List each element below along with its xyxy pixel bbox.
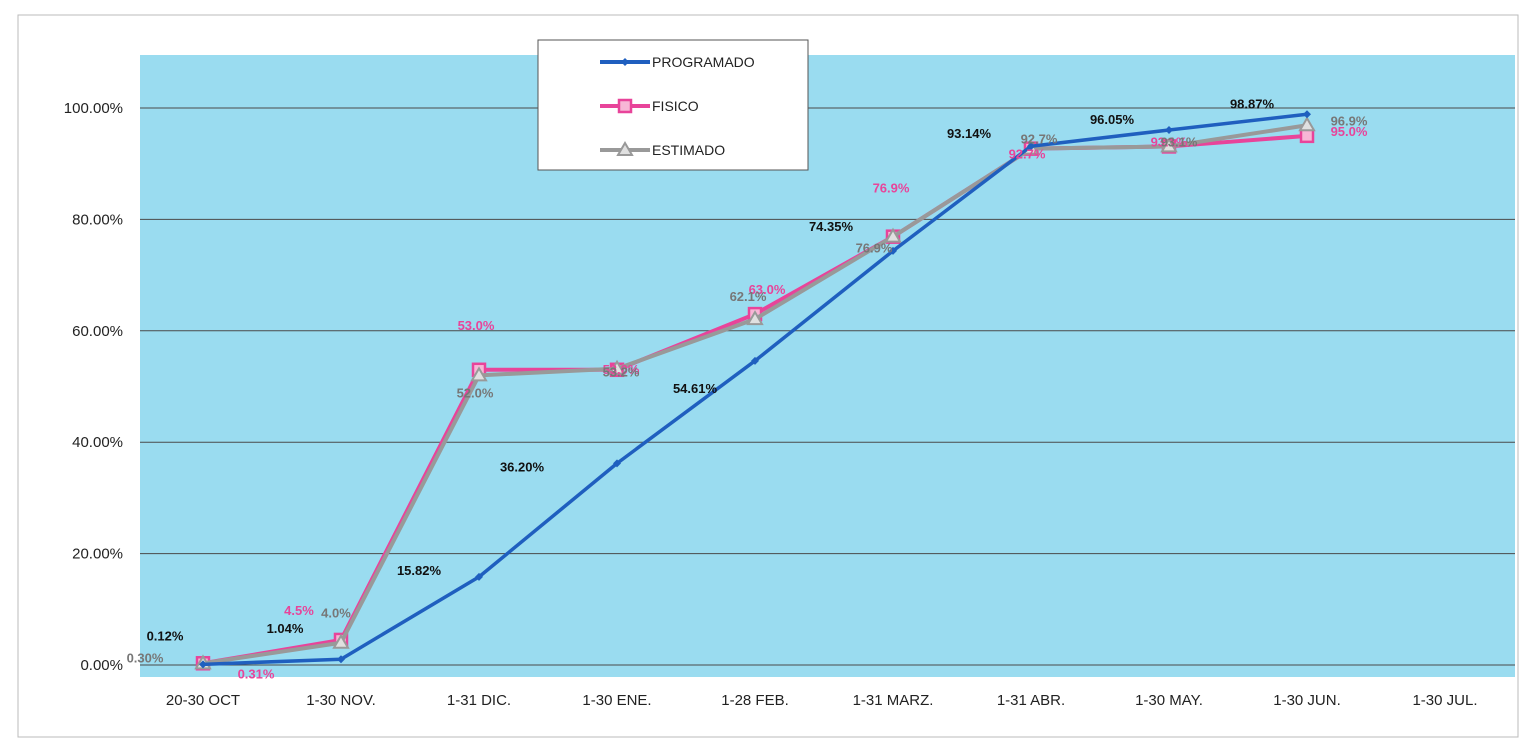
data-label-estimado: 92.7% [1021,132,1058,147]
y-tick-label: 0.00% [80,657,123,674]
x-axis: 20-30 OCT 1-30 NOV. 1-31 DIC. 1-30 ENE. 1-28… [166,692,1478,709]
x-tick-label: 1-30 JUL. [1412,692,1477,709]
data-label-estimado: 96.9% [1331,113,1368,128]
data-point-fisico [1299,128,1315,144]
data-point-programado [1303,110,1311,119]
legend: PROGRAMADO FISICO ESTIMADO [537,39,809,171]
x-tick-label: 1-28 FEB. [721,692,789,709]
data-label-estimado: 53.2% [603,365,640,380]
data-label-fisico: 92.7% [1009,147,1046,162]
y-tick-label: 100.00% [64,100,123,117]
data-point-programado [889,246,897,255]
data-point-estimado [884,227,902,243]
data-point-programado [337,655,345,664]
x-tick-label: 1-30 JUN. [1273,692,1341,709]
data-label-fisico: 93.1% [1151,134,1188,149]
data-label-programado: 74.35% [809,219,854,234]
data-label-estimado: 93.1% [1161,134,1198,149]
data-label-estimado: 76.9% [856,241,893,256]
legend-entry-programado: PROGRAMADO [600,54,755,70]
data-point-estimado [746,310,764,326]
data-label-fisico: 4.5% [284,603,314,618]
data-label-fisico: 53.0% [458,318,495,333]
legend-swatch-marker [616,141,634,156]
data-point-programado [475,572,483,581]
data-label-programado: 54.61% [673,381,718,396]
series-layer [194,110,1316,671]
y-tick-label: 60.00% [72,323,123,340]
legend-label: PROGRAMADO [652,54,755,70]
legend-swatch-marker [621,58,629,66]
legend-entry-fisico: FISICO [600,98,699,114]
series-programado [199,110,1311,669]
x-tick-label: 1-30 MAY. [1135,692,1203,709]
data-point-estimado [332,633,350,649]
x-tick-label: 1-31 DIC. [447,692,511,709]
data-labels: 0.12% 1.04% 15.82% 36.20% 54.61% 74.35% 93.14%… [127,96,1368,681]
gridlines [140,107,1515,666]
data-label-fisico: 0.31% [238,666,275,681]
data-label-estimado: 62.1% [730,289,767,304]
x-tick-label: 20-30 OCT [166,692,240,709]
data-label-programado: 1.04% [267,621,304,636]
data-label-estimado: 0.30% [127,650,164,665]
series-estimado [194,116,1316,670]
plot-area [140,55,1515,677]
data-label-fisico: 95.0% [1331,124,1368,139]
data-label-programado: 93.14% [947,126,992,141]
y-tick-label: 20.00% [72,546,123,563]
data-point-programado [199,660,207,669]
x-tick-label: 1-30 ENE. [582,692,651,709]
data-label-programado: 96.05% [1090,112,1135,127]
x-tick-label: 1-31 ABR. [997,692,1065,709]
y-tick-label: 80.00% [72,211,123,228]
legend-entry-estimado: ESTIMADO [600,141,725,158]
legend-box [537,39,809,171]
y-axis: 0.00% 20.00% 40.00% 60.00% 80.00% 100.00% [64,100,123,674]
data-point-programado [1027,142,1035,151]
data-label-fisico: 53.0% [603,362,640,377]
legend-label: ESTIMADO [652,142,725,158]
data-point-programado [1165,126,1173,135]
data-label-fisico: 76.9% [873,181,910,196]
data-point-estimado [1298,116,1316,132]
legend-label: FISICO [652,98,699,114]
data-point-estimado [1160,137,1178,153]
legend-swatch-marker [617,98,633,114]
data-label-estimado: 52.0% [457,385,494,400]
data-label-programado: 36.20% [500,459,545,474]
data-label-fisico: 63.0% [749,282,786,297]
data-label-programado: 15.82% [397,563,442,578]
data-label-estimado: 4.0% [321,606,351,621]
y-tick-label: 40.00% [72,434,123,451]
data-point-estimado [470,366,488,382]
data-point-estimado [608,359,626,375]
data-point-programado [613,459,621,468]
x-tick-label: 1-31 MARZ. [853,692,934,709]
data-label-programado: 98.87% [1230,96,1275,111]
data-point-programado [751,356,759,365]
data-label-programado: 0.12% [147,628,184,643]
x-tick-label: 1-30 NOV. [306,692,376,709]
